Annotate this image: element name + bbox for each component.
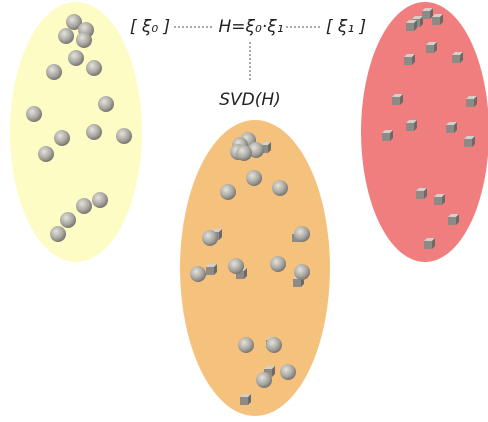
sphere bbox=[38, 146, 54, 162]
sphere bbox=[266, 337, 282, 353]
cube bbox=[422, 11, 430, 19]
sphere bbox=[280, 364, 296, 380]
right-ellipse bbox=[361, 2, 488, 262]
diagram: [ ξ₀ ] H=ξ₀·ξ₁ [ ξ₁ ] SVD(H) bbox=[0, 0, 488, 422]
cube bbox=[464, 139, 472, 147]
cube bbox=[206, 267, 214, 275]
sphere bbox=[294, 226, 310, 242]
sphere bbox=[46, 64, 62, 80]
cube bbox=[434, 197, 442, 205]
sphere bbox=[228, 258, 244, 274]
cube bbox=[448, 217, 456, 225]
cube bbox=[466, 99, 474, 107]
label-below: SVD(H) bbox=[219, 90, 281, 110]
sphere bbox=[116, 128, 132, 144]
cube bbox=[406, 23, 414, 31]
sphere bbox=[86, 60, 102, 76]
sphere bbox=[60, 212, 76, 228]
sphere bbox=[270, 256, 286, 272]
cube bbox=[416, 191, 424, 199]
cube bbox=[293, 279, 301, 287]
cube bbox=[426, 45, 434, 53]
sphere bbox=[190, 266, 206, 282]
cube bbox=[404, 57, 412, 65]
cube bbox=[392, 97, 400, 105]
sphere bbox=[236, 145, 252, 161]
sphere bbox=[26, 106, 42, 122]
sphere bbox=[98, 96, 114, 112]
sphere bbox=[256, 372, 272, 388]
cube bbox=[406, 123, 414, 131]
sphere bbox=[76, 32, 92, 48]
label-right: [ ξ₁ ] bbox=[326, 17, 366, 37]
sphere bbox=[294, 264, 310, 280]
sphere bbox=[76, 198, 92, 214]
sphere bbox=[68, 50, 84, 66]
sphere bbox=[220, 184, 236, 200]
cube bbox=[240, 397, 248, 405]
label-center: H=ξ₀·ξ₁ bbox=[218, 17, 283, 37]
sphere bbox=[50, 226, 66, 242]
label-left: [ ξ₀ ] bbox=[130, 17, 170, 37]
sphere bbox=[92, 192, 108, 208]
sphere bbox=[246, 170, 262, 186]
sphere bbox=[272, 180, 288, 196]
sphere bbox=[58, 28, 74, 44]
cube bbox=[382, 133, 390, 141]
cube bbox=[424, 241, 432, 249]
cube bbox=[432, 17, 440, 25]
sphere bbox=[86, 124, 102, 140]
cube bbox=[446, 125, 454, 133]
cube bbox=[452, 55, 460, 63]
sphere bbox=[54, 130, 70, 146]
sphere bbox=[238, 337, 254, 353]
sphere bbox=[202, 230, 218, 246]
